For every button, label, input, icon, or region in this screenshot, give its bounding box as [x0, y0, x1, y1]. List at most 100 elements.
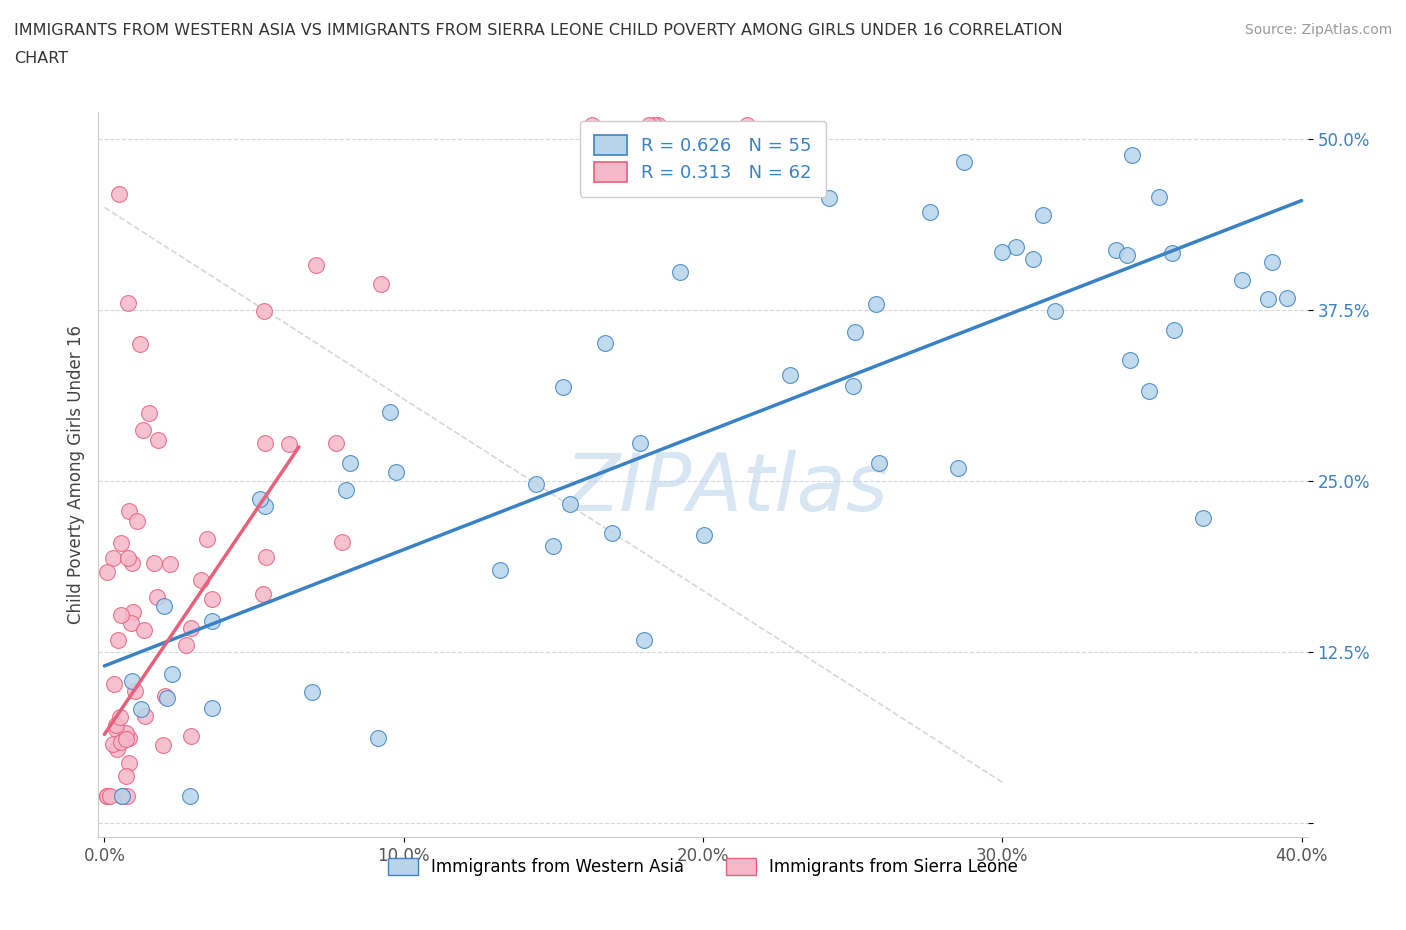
- Point: [254, 436, 277, 451]
- Point: [156, 691, 179, 706]
- Point: [1163, 323, 1185, 338]
- Point: [115, 789, 138, 804]
- Point: [134, 623, 156, 638]
- Point: [121, 555, 143, 570]
- Point: [779, 368, 801, 383]
- Point: [325, 435, 347, 450]
- Legend: Immigrants from Western Asia, Immigrants from Sierra Leone: Immigrants from Western Asia, Immigrants…: [381, 852, 1025, 883]
- Point: [1119, 352, 1142, 367]
- Point: [489, 563, 512, 578]
- Point: [581, 118, 603, 133]
- Point: [553, 379, 575, 394]
- Text: CHART: CHART: [14, 51, 67, 66]
- Point: [159, 557, 181, 572]
- Point: [918, 205, 941, 219]
- Point: [252, 587, 274, 602]
- Point: [595, 336, 617, 351]
- Point: [330, 535, 353, 550]
- Point: [117, 551, 139, 565]
- Point: [305, 258, 328, 272]
- Point: [103, 677, 125, 692]
- Point: [110, 735, 132, 750]
- Point: [104, 722, 127, 737]
- Point: [152, 737, 174, 752]
- Point: [124, 684, 146, 698]
- Point: [1260, 254, 1282, 269]
- Point: [127, 513, 149, 528]
- Point: [117, 756, 139, 771]
- Point: [558, 497, 581, 512]
- Point: [134, 709, 156, 724]
- Point: [638, 118, 661, 133]
- Point: [148, 432, 170, 447]
- Point: [146, 589, 169, 604]
- Point: [367, 730, 389, 745]
- Point: [643, 118, 665, 133]
- Point: [524, 476, 547, 491]
- Point: [384, 464, 406, 479]
- Point: [107, 632, 129, 647]
- Point: [254, 550, 277, 565]
- Point: [179, 789, 201, 804]
- Point: [111, 789, 134, 804]
- Point: [1257, 291, 1279, 306]
- Point: [844, 325, 866, 339]
- Point: [110, 607, 132, 622]
- Point: [600, 525, 623, 540]
- Point: [953, 154, 976, 169]
- Point: [98, 789, 121, 804]
- Point: [1005, 239, 1028, 254]
- Point: [1275, 291, 1298, 306]
- Point: [1160, 246, 1182, 260]
- Y-axis label: Child Poverty Among Girls Under 16: Child Poverty Among Girls Under 16: [66, 325, 84, 624]
- Point: [335, 483, 357, 498]
- Text: ZIPAtlas: ZIPAtlas: [565, 450, 889, 528]
- Point: [1230, 273, 1253, 288]
- Point: [253, 499, 276, 514]
- Point: [628, 435, 651, 450]
- Point: [201, 614, 224, 629]
- Point: [370, 277, 392, 292]
- Point: [115, 732, 138, 747]
- Point: [138, 405, 160, 420]
- Point: [278, 436, 301, 451]
- Point: [131, 701, 153, 716]
- Point: [692, 527, 714, 542]
- Point: [96, 565, 118, 580]
- Point: [120, 616, 142, 631]
- Point: [176, 637, 198, 652]
- Point: [339, 456, 361, 471]
- Point: [101, 737, 124, 751]
- Point: [122, 604, 145, 619]
- Point: [841, 379, 863, 393]
- Point: [132, 422, 155, 437]
- Point: [153, 688, 176, 703]
- Point: [110, 536, 132, 551]
- Point: [111, 789, 134, 804]
- Point: [735, 118, 758, 133]
- Point: [868, 456, 890, 471]
- Point: [1105, 243, 1128, 258]
- Point: [153, 599, 176, 614]
- Point: [378, 405, 401, 419]
- Point: [197, 532, 219, 547]
- Point: [865, 297, 887, 312]
- Point: [101, 551, 124, 565]
- Point: [160, 667, 183, 682]
- Point: [115, 769, 138, 784]
- Point: [1191, 511, 1213, 525]
- Point: [647, 118, 669, 133]
- Point: [252, 303, 274, 318]
- Point: [249, 492, 271, 507]
- Point: [948, 460, 970, 475]
- Point: [115, 726, 138, 741]
- Point: [108, 710, 131, 724]
- Point: [121, 673, 143, 688]
- Point: [143, 555, 166, 570]
- Point: [201, 591, 224, 606]
- Point: [1137, 384, 1160, 399]
- Point: [180, 728, 202, 743]
- Point: [118, 504, 141, 519]
- Point: [180, 620, 202, 635]
- Point: [201, 700, 224, 715]
